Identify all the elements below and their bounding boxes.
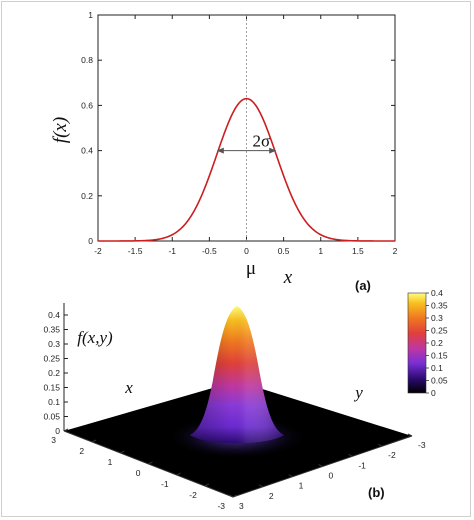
y-tick-label: 0.2 bbox=[81, 191, 93, 201]
colorbar bbox=[407, 292, 427, 394]
y-axis-label: f(x) bbox=[50, 117, 71, 143]
two-sigma-label: 2σ bbox=[253, 132, 271, 151]
y-tick-label: -1 bbox=[358, 460, 366, 470]
colorbar-tick-label: 0.4 bbox=[431, 288, 443, 298]
z-tick-label: 0.2 bbox=[48, 368, 60, 378]
gaussian-curve bbox=[98, 97, 395, 242]
two-sigma-arrow bbox=[216, 147, 277, 154]
y-tick-label: 0.4 bbox=[81, 146, 93, 156]
z-tick-label: 0.35 bbox=[43, 325, 60, 335]
x-tick-label: 1 bbox=[108, 457, 113, 467]
y-tick-label: 0.8 bbox=[81, 55, 93, 65]
y-tick-label: 3 bbox=[239, 501, 244, 511]
x-axis-label: x bbox=[124, 378, 133, 397]
y-tick-mark bbox=[258, 484, 264, 488]
y-tick-label: 0.6 bbox=[81, 100, 93, 110]
panel-b-label: (b) bbox=[368, 485, 385, 500]
x-tick-label: 2 bbox=[393, 246, 398, 256]
arrow-head-left bbox=[216, 147, 224, 154]
z-tick-label: 0.1 bbox=[48, 397, 60, 407]
x-tick-label: -2 bbox=[189, 490, 197, 500]
y-tick-mark bbox=[377, 443, 383, 447]
y-tick-mark bbox=[228, 494, 234, 498]
y-tick-label: 2 bbox=[269, 491, 274, 501]
y-tick-mark bbox=[288, 474, 293, 478]
z-tick-label: 0 bbox=[55, 426, 60, 436]
x-tick-mark bbox=[91, 439, 97, 443]
z-tick-label: 0.3 bbox=[48, 339, 60, 349]
y-tick-mark bbox=[348, 453, 353, 457]
y-tick-label: 1 bbox=[88, 10, 93, 20]
z-tick-label: 0.05 bbox=[43, 412, 60, 422]
z-axis-label: f(x,y) bbox=[77, 328, 113, 347]
x-tick-mark bbox=[204, 483, 210, 487]
panel-b-surface-plot: 0 0.05 0.1 0.15 0.2 0.25 0.3 0.35 0.4 f(x,y) -3 -… bbox=[43, 288, 447, 511]
arrow-head-right bbox=[269, 147, 277, 154]
y-tick-label: -3 bbox=[418, 440, 426, 450]
colorbar-tick-label: 0 bbox=[431, 388, 436, 398]
panel-a-label: (a) bbox=[355, 278, 371, 293]
x-tick-label: 0 bbox=[244, 246, 249, 256]
x-tick-mark bbox=[148, 461, 153, 465]
z-tick-label: 0.4 bbox=[48, 310, 60, 320]
colorbar-tick-label: 0.25 bbox=[431, 326, 448, 336]
y-tick-label: -2 bbox=[388, 450, 396, 460]
x-tick-label: 3 bbox=[51, 435, 56, 445]
x-tick-label: -1.5 bbox=[128, 246, 143, 256]
x-tick-label: -1 bbox=[168, 246, 176, 256]
x-tick-label: -1 bbox=[161, 479, 169, 489]
y-tick-label: 0 bbox=[329, 471, 334, 481]
x-axis-label: x bbox=[283, 267, 293, 288]
y-tick-mark bbox=[407, 433, 413, 437]
y-tick-mark bbox=[318, 464, 323, 467]
x-tick-label: 2 bbox=[79, 446, 84, 456]
x-tick-label: 0 bbox=[136, 468, 141, 478]
x-tick-mark bbox=[120, 450, 125, 454]
y-axis-label: y bbox=[353, 383, 363, 402]
z-tick-label: 0.25 bbox=[43, 354, 60, 364]
y-tick-label: 1 bbox=[299, 481, 304, 491]
x-tick-mark bbox=[63, 428, 69, 432]
x-tick-label: 0.5 bbox=[278, 246, 290, 256]
x-tick-label: -0.5 bbox=[202, 246, 217, 256]
colorbar-tick-label: 0.2 bbox=[431, 338, 443, 348]
colorbar-tick-label: 0.1 bbox=[431, 363, 443, 373]
x-tick-label: 1 bbox=[318, 246, 323, 256]
x-tick-mark bbox=[176, 472, 181, 476]
colorbar-tick-label: 0.05 bbox=[431, 376, 448, 386]
y-tick-label: 0 bbox=[88, 236, 93, 246]
x-tick-label: 1.5 bbox=[352, 246, 364, 256]
gaussian-peak-shading bbox=[190, 306, 284, 444]
colorbar-tick-label: 0.15 bbox=[431, 351, 448, 361]
z-tick-label: 0.15 bbox=[43, 383, 60, 393]
colorbar-tick-label: 0.35 bbox=[431, 301, 448, 311]
mu-label: μ bbox=[246, 258, 256, 279]
panel-a-line-chart: -2 -1.5 -1 -0.5 0 0.5 1 1.5 2 00.20.40.60.81 2σ … bbox=[50, 10, 398, 293]
x-tick-label: -3 bbox=[217, 501, 225, 511]
x-tick-label: -2 bbox=[94, 246, 102, 256]
x-tick-mark bbox=[232, 494, 238, 498]
colorbar-tick-label: 0.3 bbox=[431, 313, 443, 323]
